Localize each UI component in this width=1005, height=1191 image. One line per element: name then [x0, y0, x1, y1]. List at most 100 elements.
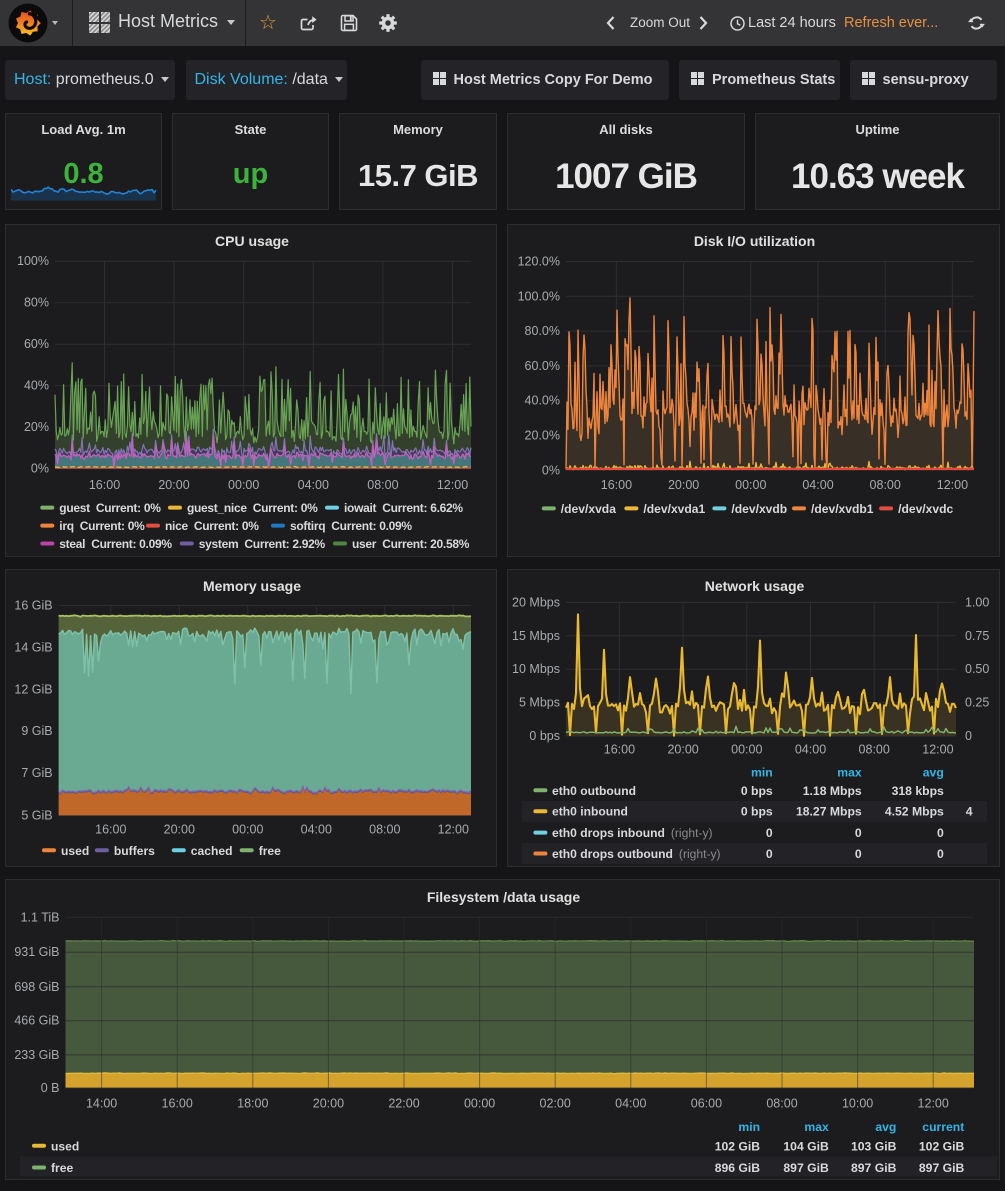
svg-text:0: 0 [855, 826, 862, 840]
svg-text:16 GiB: 16 GiB [14, 598, 52, 612]
svg-text:102 GiB: 102 GiB [919, 1139, 965, 1153]
svg-text:0: 0 [766, 826, 773, 840]
svg-text:5 GiB: 5 GiB [21, 808, 52, 822]
svg-text:0: 0 [766, 847, 773, 861]
svg-text:04:00: 04:00 [615, 1096, 646, 1110]
svg-text:guest Current: 0%: guest Current: 0% [59, 501, 161, 515]
svg-text:60%: 60% [24, 337, 49, 351]
svg-text:1.18 Mbps: 1.18 Mbps [803, 784, 862, 798]
svg-text:used: used [61, 844, 89, 858]
svg-text:user Current: 20.58%: user Current: 20.58% [352, 537, 470, 551]
svg-text:9 GiB: 9 GiB [21, 724, 52, 738]
svg-text:0: 0 [965, 729, 972, 743]
svg-text:1.1 TiB: 1.1 TiB [21, 910, 60, 924]
svg-text:Disk I/O utilization: Disk I/O utilization [694, 233, 815, 249]
svg-text:free: free [259, 844, 281, 858]
svg-text:16:00: 16:00 [162, 1096, 193, 1110]
svg-text:896 GiB: 896 GiB [715, 1161, 761, 1175]
svg-text:14 GiB: 14 GiB [14, 640, 52, 654]
svg-text:0: 0 [855, 847, 862, 861]
svg-text:104 GiB: 104 GiB [783, 1139, 829, 1153]
svg-text:0: 0 [937, 826, 944, 840]
svg-text:eth0 drops inbound(right-y): eth0 drops inbound (right-y) [552, 826, 713, 840]
svg-text:0.25: 0.25 [965, 696, 989, 710]
svg-text:40%: 40% [24, 379, 49, 393]
svg-text:guest_nice Current: 0%: guest_nice Current: 0% [187, 501, 318, 515]
svg-text:00:00: 00:00 [232, 823, 263, 837]
svg-text:22:00: 22:00 [388, 1096, 419, 1110]
svg-text:120.0%: 120.0% [518, 255, 560, 269]
svg-text:18:00: 18:00 [237, 1096, 268, 1110]
svg-text:12 GiB: 12 GiB [14, 682, 52, 696]
svg-text:system Current: 2.92%: system Current: 2.92% [199, 537, 326, 551]
svg-text:12:00: 12:00 [918, 1096, 949, 1110]
svg-text:20%: 20% [24, 420, 49, 434]
svg-text:0.75: 0.75 [965, 629, 989, 643]
svg-text:eth0 drops outbound(right-y): eth0 drops outbound (right-y) [552, 847, 721, 861]
svg-text:avg: avg [875, 1120, 896, 1134]
svg-text:/dev/xvdb: /dev/xvdb [731, 502, 787, 516]
svg-text:80.0%: 80.0% [525, 324, 560, 338]
svg-text:04:00: 04:00 [298, 478, 329, 492]
svg-text:10 Mbps: 10 Mbps [512, 662, 560, 676]
svg-text:Memory usage: Memory usage [203, 578, 301, 594]
svg-text:current: current [922, 1120, 964, 1134]
svg-text:/dev/xvda: /dev/xvda [561, 502, 616, 516]
svg-text:eth0 inbound: eth0 inbound [552, 805, 628, 819]
svg-text:102 GiB: 102 GiB [715, 1139, 761, 1153]
svg-text:08:00: 08:00 [859, 743, 890, 757]
svg-text:min: min [738, 1120, 760, 1134]
svg-text:40.0%: 40.0% [525, 394, 560, 408]
svg-text:08:00: 08:00 [766, 1096, 797, 1110]
svg-text:16:00: 16:00 [95, 823, 126, 837]
svg-text:used: used [51, 1139, 79, 1153]
svg-text:0 bps: 0 bps [741, 784, 773, 798]
svg-text:06:00: 06:00 [691, 1096, 722, 1110]
svg-text:698 GiB: 698 GiB [14, 980, 59, 994]
svg-text:avg: avg [923, 765, 944, 779]
svg-text:100.0%: 100.0% [518, 289, 560, 303]
svg-text:20 Mbps: 20 Mbps [512, 595, 560, 609]
svg-text:233 GiB: 233 GiB [14, 1048, 59, 1062]
svg-text:16:00: 16:00 [604, 743, 635, 757]
svg-text:60.0%: 60.0% [525, 359, 560, 373]
svg-text:eth0 outbound: eth0 outbound [552, 784, 636, 798]
svg-text:00:00: 00:00 [731, 743, 762, 757]
svg-text:08:00: 08:00 [369, 823, 400, 837]
svg-text:free: free [51, 1161, 73, 1175]
svg-text:12:00: 12:00 [437, 478, 468, 492]
svg-text:318 kbps: 318 kbps [892, 784, 944, 798]
svg-text:80%: 80% [24, 296, 49, 310]
svg-text:897 GiB: 897 GiB [783, 1161, 829, 1175]
svg-text:CPU usage: CPU usage [215, 233, 289, 249]
svg-text:04:00: 04:00 [301, 823, 332, 837]
svg-text:cached: cached [191, 844, 233, 858]
svg-text:15 Mbps: 15 Mbps [512, 629, 560, 643]
svg-text:/dev/xvdb1: /dev/xvdb1 [811, 502, 874, 516]
svg-text:12:00: 12:00 [438, 823, 469, 837]
svg-text:/dev/xvdc: /dev/xvdc [898, 502, 953, 516]
svg-text:20:00: 20:00 [667, 743, 698, 757]
svg-text:irq Current: 0%: irq Current: 0% [59, 519, 145, 533]
svg-text:0 bps: 0 bps [529, 729, 560, 743]
svg-text:min: min [751, 765, 773, 779]
svg-text:931 GiB: 931 GiB [14, 945, 59, 959]
svg-text:20:00: 20:00 [164, 823, 195, 837]
svg-text:4: 4 [966, 805, 973, 819]
svg-text:466 GiB: 466 GiB [14, 1014, 59, 1028]
svg-text:897 GiB: 897 GiB [919, 1161, 965, 1175]
svg-text:103 GiB: 103 GiB [851, 1139, 897, 1153]
svg-text:7 GiB: 7 GiB [21, 766, 52, 780]
svg-text:0 bps: 0 bps [741, 805, 773, 819]
svg-text:nice Current: 0%: nice Current: 0% [165, 519, 259, 533]
svg-text:04:00: 04:00 [795, 743, 826, 757]
svg-text:12:00: 12:00 [937, 478, 968, 492]
svg-text:Network usage: Network usage [705, 578, 805, 594]
svg-text:897 GiB: 897 GiB [851, 1161, 897, 1175]
svg-text:10:00: 10:00 [842, 1096, 873, 1110]
svg-text:Filesystem /data usage: Filesystem /data usage [427, 889, 581, 905]
svg-text:0 B: 0 B [41, 1081, 60, 1095]
svg-text:steal Current: 0.09%: steal Current: 0.09% [59, 537, 172, 551]
svg-text:0%: 0% [542, 463, 560, 477]
svg-text:20.0%: 20.0% [525, 429, 560, 443]
